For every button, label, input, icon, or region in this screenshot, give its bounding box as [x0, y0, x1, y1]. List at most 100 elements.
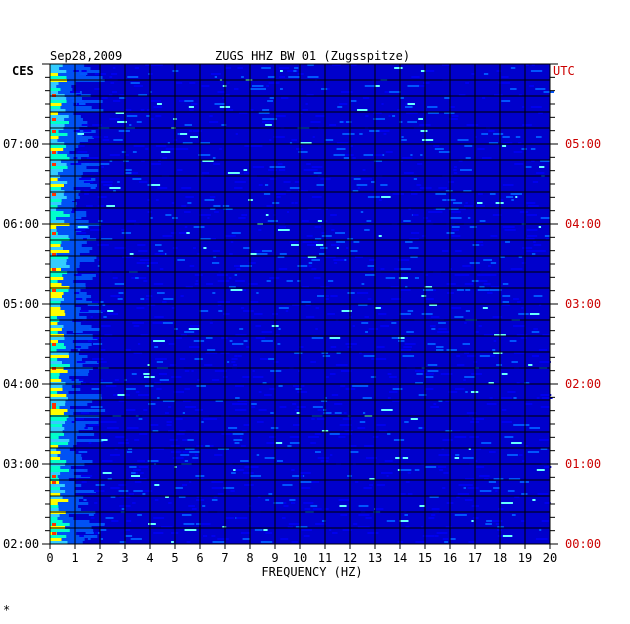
x-axis-label: FREQUENCY (HZ): [261, 565, 362, 579]
spectrogram-row: [50, 226, 542, 229]
spectrogram-row: [50, 76, 509, 79]
y-tick-label-left: 02:00: [3, 537, 39, 551]
spectrogram-row: [50, 394, 552, 397]
spectrogram-row: [50, 187, 448, 190]
spectrogram-row: [50, 277, 420, 280]
spectrogram-row: [50, 454, 523, 457]
x-tick-label: 19: [518, 551, 532, 565]
spectrogram-row: [50, 343, 471, 346]
spectrogram-row: [50, 304, 542, 307]
y-tick-label-left: 03:00: [3, 457, 39, 471]
spectrogram-row: [50, 172, 545, 175]
spectrogram-row: [50, 313, 540, 316]
spectrogram-row: [50, 316, 503, 319]
spectrogram-row: [50, 181, 539, 184]
spectrogram-row: [50, 397, 553, 400]
x-tick-label: 17: [468, 551, 482, 565]
spectrogram-row: [50, 406, 550, 409]
x-tick-label: 14: [393, 551, 407, 565]
spectrogram-row: [50, 283, 509, 286]
spectrogram-row: [50, 301, 521, 304]
spectrogram-row: [50, 214, 537, 217]
spectrogram-row: [50, 250, 546, 253]
spectrogram-row: [50, 244, 542, 247]
spectrogram-row: [50, 208, 466, 211]
spectrogram-row: [50, 520, 549, 523]
y-tick-label-right: 05:00: [565, 137, 601, 151]
spectrogram-row: [50, 139, 469, 142]
spectrogram-row: [50, 310, 470, 313]
y-tick-label-right: 03:00: [565, 297, 601, 311]
x-tick-label: 13: [368, 551, 382, 565]
spectrogram-row: [50, 433, 391, 436]
spectrogram-row: [50, 322, 467, 325]
spectrogram-row: [50, 217, 550, 220]
spectrogram-row: [50, 160, 550, 163]
spectrogram-row: [50, 91, 555, 94]
y-tick-label-right: 02:00: [565, 377, 601, 391]
spectrogram-row: [50, 379, 466, 382]
spectrogram-row: [50, 307, 524, 310]
spectrogram-row: [50, 196, 520, 199]
spectrogram-row: [50, 136, 542, 139]
spectrogram-row: [50, 331, 540, 334]
x-tick-label: 10: [293, 551, 307, 565]
spectrogram-row: [50, 295, 543, 298]
spectrogram-row: [50, 535, 513, 538]
spectrogram-row: [50, 400, 452, 403]
spectrogram-row: [50, 328, 538, 331]
spectrogram-row: [50, 280, 488, 283]
spectrogram-row: [50, 403, 533, 406]
spectrogram-row: [50, 145, 507, 148]
x-tick-label: 16: [443, 551, 457, 565]
x-tick-label: 12: [343, 551, 357, 565]
x-tick-label: 15: [418, 551, 432, 565]
x-tick-label: 6: [196, 551, 203, 565]
x-tick-label: 7: [221, 551, 228, 565]
y-tick-label-left: 04:00: [3, 377, 39, 391]
x-tick-label: 0: [46, 551, 53, 565]
x-tick-label: 11: [318, 551, 332, 565]
spectrogram-row: [50, 199, 514, 202]
spectrogram-row: [50, 481, 529, 484]
x-axis-ticks: 0 1 2 3 4 5 6 7 8 9 10 11 12 13 14 15 16 17 18 19 20: [46, 544, 557, 565]
spectrogram-row: [50, 355, 539, 358]
spectrogram-row: [50, 121, 418, 124]
spectrogram-row: [50, 469, 545, 472]
spectrogram-row: [50, 100, 511, 103]
x-tick-label: 20: [543, 551, 557, 565]
spectrogram-row: [50, 418, 484, 421]
spectrogram-row: [50, 409, 507, 412]
spectrogram-row: [50, 154, 423, 157]
spectrogram-row: [50, 130, 495, 133]
spectrogram-row: [50, 517, 479, 520]
spectrogram-row: [50, 88, 546, 91]
spectrogram-row: [50, 385, 369, 388]
spectrogram-row: [50, 163, 524, 166]
spectrogram-row: [50, 373, 508, 376]
x-tick-label: 3: [121, 551, 128, 565]
y-axis-ticks: 07:00 06:00 05:00 04:00 03:00 02:00 05:00 04:00…: [3, 63, 601, 551]
spectrogram-row: [50, 205, 539, 208]
spectrogram-row: [50, 451, 540, 454]
spectrogram-row: [50, 253, 536, 256]
spectrogram-row: [50, 370, 439, 373]
spectrogram-row: [50, 256, 523, 259]
spectrogram-row: [50, 523, 500, 526]
spectrogram-row: [50, 220, 486, 223]
x-tick-label: 18: [493, 551, 507, 565]
spectrogram-row: [50, 424, 530, 427]
spectrogram-row: [50, 268, 523, 271]
spectrogram-row: [50, 103, 415, 106]
y-tick-label-right: 04:00: [565, 217, 601, 231]
y-tick-label-left: 05:00: [3, 297, 39, 311]
spectrogram-row: [50, 487, 501, 490]
spectrogram-row: [50, 508, 504, 511]
spectrogram-row: [50, 193, 522, 196]
spectrogram-row: [50, 427, 541, 430]
spectrogram-row: [50, 109, 401, 112]
x-tick-label: 2: [96, 551, 103, 565]
spectrogram-row: [50, 439, 549, 442]
spectrogram-row: [50, 232, 455, 235]
